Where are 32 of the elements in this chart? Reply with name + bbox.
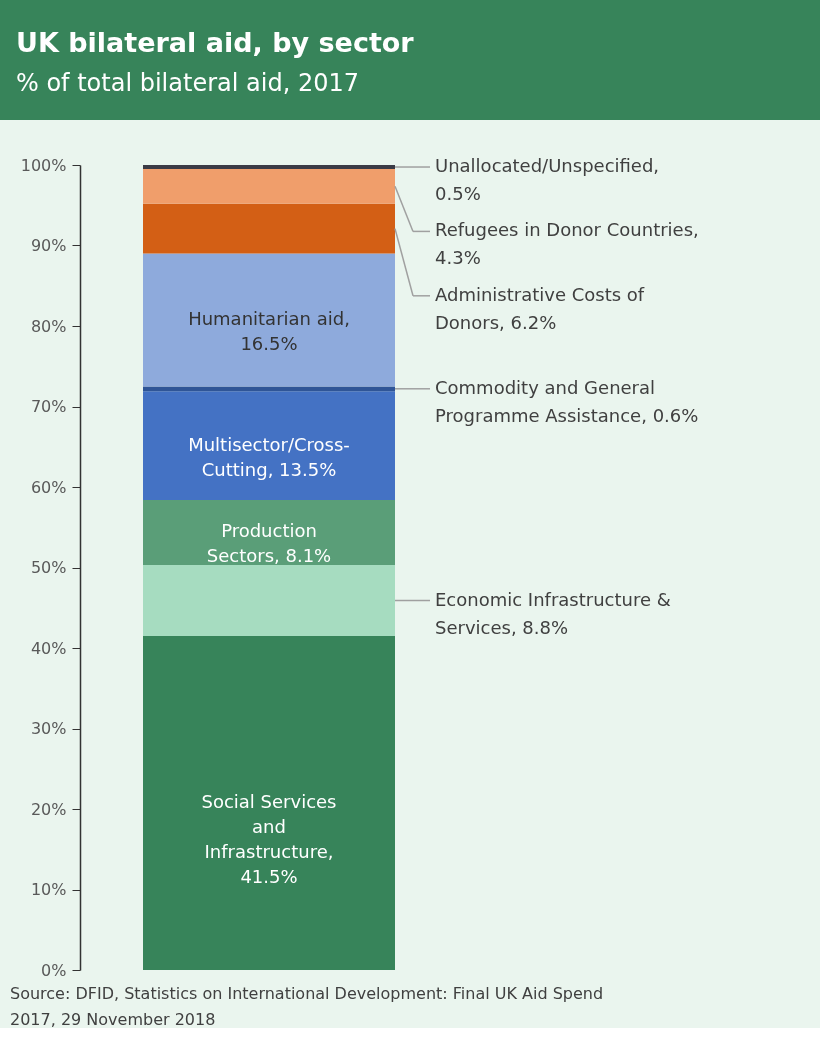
y-tick-label: 100% (20, 155, 67, 175)
y-tick-label: 80% (30, 316, 67, 336)
series-label: Multisector/Cross-Cutting, 13.5% (188, 433, 350, 480)
y-tick-label: 50% (30, 558, 67, 577)
text: Refugees in Donor Countries, 4.3% (435, 219, 699, 269)
bar (143, 565, 395, 636)
bar (143, 391, 395, 500)
y-tick-label: 70% (30, 397, 67, 416)
source-note: Source: DFID, Statistics on International Development: Final UK Aid Spend 2017, 29 November 2018 (10, 984, 604, 1029)
y-tick-label: 10% (30, 880, 67, 899)
bar (143, 165, 395, 170)
series-label: Production Sectors, 8.1% (206, 520, 332, 567)
series-label: Humanitarian aid, 16.5% (188, 307, 350, 354)
text: Administrative Costs of Donors, 6.2% (435, 283, 645, 333)
y-tick-label: 60% (30, 477, 67, 497)
bar (143, 203, 395, 254)
bar (143, 499, 395, 566)
y-tick-label: 30% (30, 719, 67, 738)
y-tick-label: 0% (41, 960, 67, 980)
chart-subtitle: % of total bilateral aid, 2017 (16, 69, 359, 97)
y-tick-label: 20% (30, 799, 67, 819)
text: Economic Infrastructure & Services, 8.8% (435, 588, 671, 638)
bar (143, 386, 395, 392)
bar (143, 635, 395, 970)
series-label: Social Services and Infrastructure, 41.5% (201, 790, 337, 887)
text: Commodity and General Programme Assistance, 0.6% (435, 376, 699, 426)
bar (143, 253, 395, 387)
bar (143, 169, 395, 204)
y-tick-label: 90% (30, 236, 67, 255)
text: Unallocated/Unspecified, 0.5% (435, 155, 660, 205)
chart-title: UK bilateral aid, by sector (16, 27, 415, 58)
y-tick-label: 40% (30, 638, 67, 658)
